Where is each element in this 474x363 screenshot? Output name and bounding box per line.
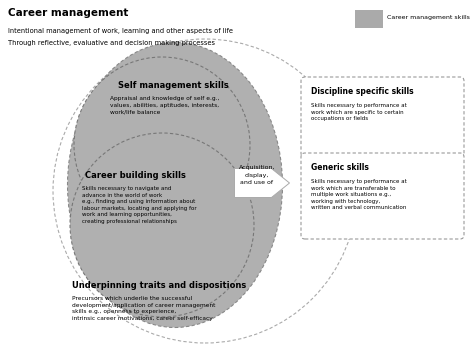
Circle shape [70, 133, 254, 317]
FancyBboxPatch shape [301, 77, 464, 157]
Text: Generic skills: Generic skills [311, 163, 369, 172]
Ellipse shape [67, 42, 283, 327]
Bar [355, 10, 383, 28]
Text: Discipline specific skills: Discipline specific skills [311, 87, 414, 96]
Text: Underpinning traits and dispositions: Underpinning traits and dispositions [72, 281, 246, 290]
Text: Career building skills: Career building skills [85, 171, 186, 180]
FancyBboxPatch shape [301, 153, 464, 239]
Text: Career management: Career management [8, 8, 128, 18]
Text: Acquisition,
display,
and use of: Acquisition, display, and use of [239, 166, 275, 184]
Text: Skills necessary to navigate and
advance in the world of work
e.g., finding and : Skills necessary to navigate and advance… [82, 186, 197, 224]
Circle shape [74, 57, 250, 233]
Text: Precursors which underlie the successful
development/application of career manag: Precursors which underlie the successful… [72, 296, 215, 321]
Text: Skills necessary to performance at
work which are transferable to
multiple work : Skills necessary to performance at work … [311, 179, 407, 211]
Text: Through reflective, evaluative and decision making processes: Through reflective, evaluative and decis… [8, 40, 215, 46]
Text: Career management skills: Career management skills [387, 16, 470, 20]
Text: Self management skills: Self management skills [118, 81, 229, 90]
Text: Intentional management of work, learning and other aspects of life: Intentional management of work, learning… [8, 28, 233, 34]
Text: Skills necessary to performance at
work which are specific to certain
occupation: Skills necessary to performance at work … [311, 103, 407, 121]
Polygon shape [235, 168, 290, 197]
Text: Appraisal and knowledge of self e.g.,
values, abilities, aptitudes, interests,
w: Appraisal and knowledge of self e.g., va… [110, 96, 219, 114]
